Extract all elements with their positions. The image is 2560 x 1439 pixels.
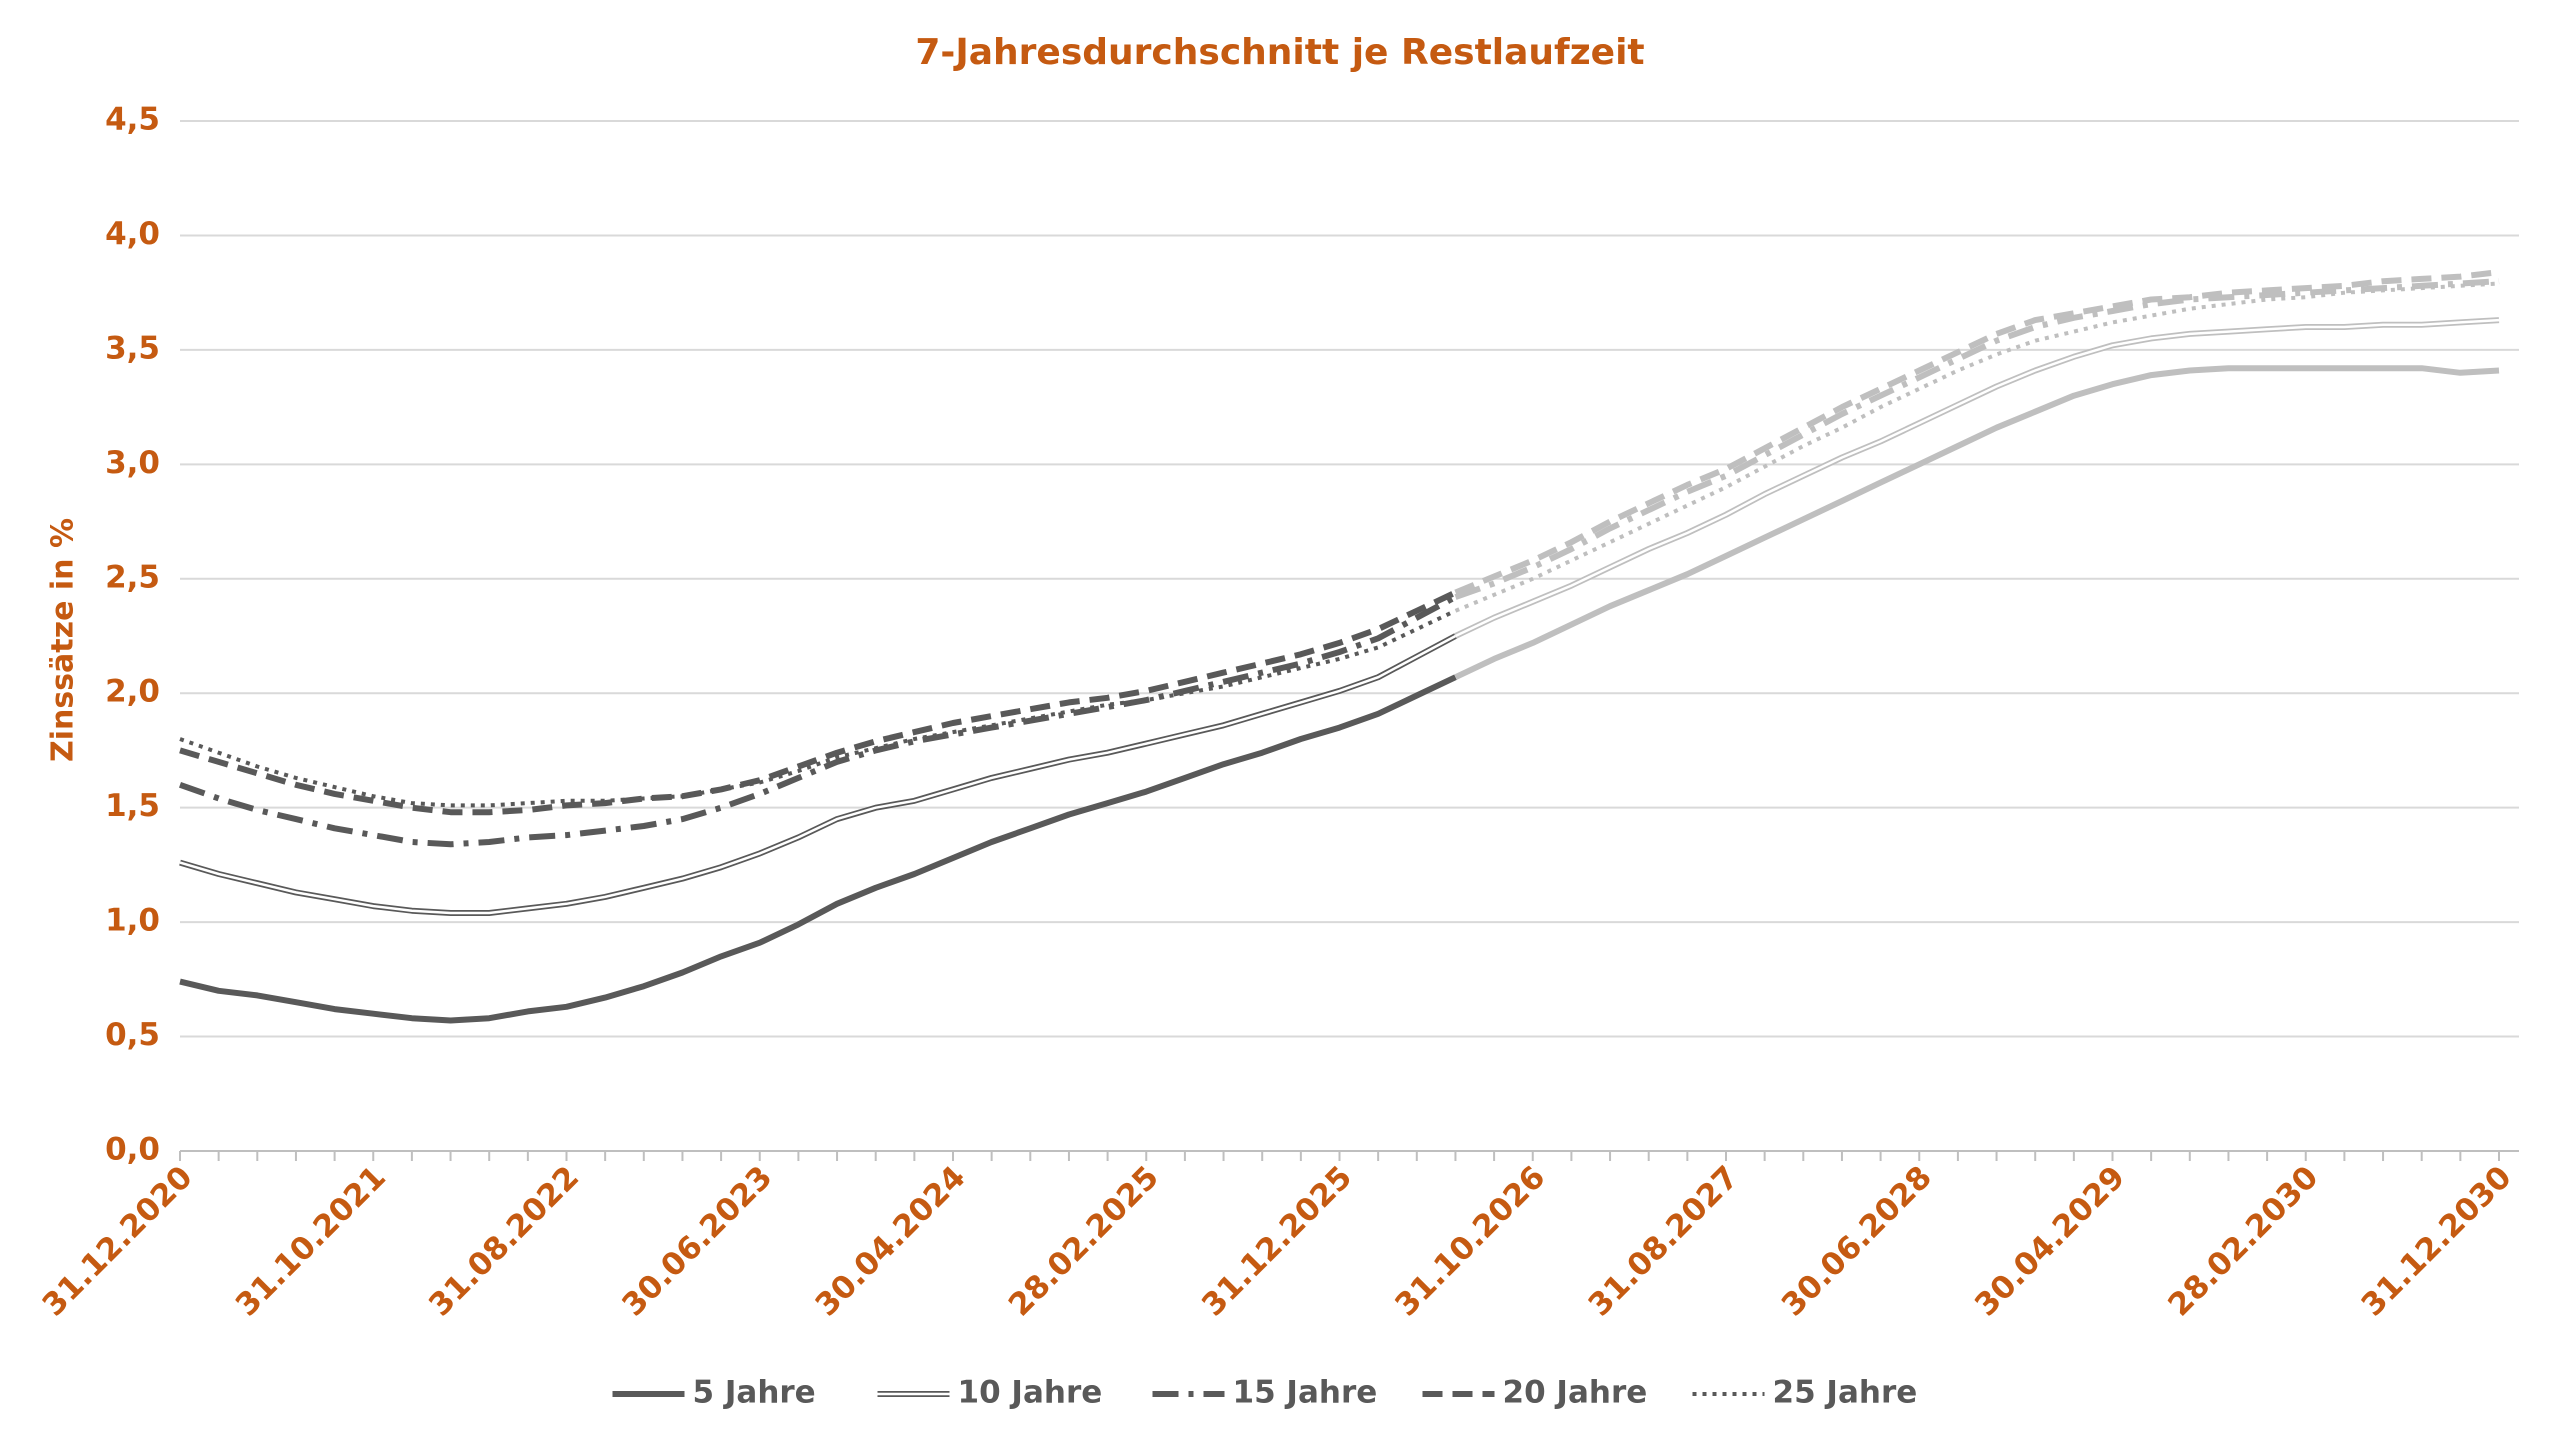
y-tick-label: 2,0 bbox=[105, 674, 160, 710]
series-line bbox=[179, 589, 1457, 816]
x-tick-label: 30.04.2029 bbox=[1968, 1159, 2132, 1323]
legend-label: 5 Jahre bbox=[693, 1375, 816, 1411]
x-tick-label: 31.12.2025 bbox=[1195, 1159, 1359, 1323]
series-line bbox=[178, 594, 1457, 848]
x-tick-label: 28.02.2025 bbox=[1002, 1159, 1166, 1323]
x-tick-label: 31.08.2027 bbox=[1582, 1159, 1746, 1323]
series-line bbox=[179, 608, 1457, 808]
y-tick-label: 3,5 bbox=[105, 330, 160, 366]
line-inner bbox=[1454, 318, 2500, 638]
x-tick-label: 31.10.2021 bbox=[229, 1159, 393, 1323]
series-line bbox=[1454, 365, 2500, 680]
x-tick-label: 31.08.2022 bbox=[422, 1159, 586, 1323]
legend-label: 20 Jahre bbox=[1503, 1375, 1648, 1411]
y-tick-label: 2,5 bbox=[105, 559, 160, 595]
x-tick-label: 28.02.2030 bbox=[2161, 1159, 2325, 1323]
y-tick-label: 0,0 bbox=[105, 1132, 160, 1168]
y-axis-label: Zinssätze in % bbox=[46, 518, 81, 762]
series-line bbox=[1454, 281, 2500, 613]
x-tick-label: 30.04.2024 bbox=[809, 1159, 973, 1323]
chart-title: 7-Jahresdurchschnitt je Restlaufzeit bbox=[915, 32, 1644, 73]
y-tick-label: 1,0 bbox=[105, 903, 160, 939]
series-line bbox=[1454, 278, 2500, 600]
line-inner bbox=[179, 634, 1457, 915]
series-line bbox=[179, 674, 1457, 1024]
x-tick-label: 31.12.2020 bbox=[36, 1159, 200, 1323]
x-tick-label: 31.12.2030 bbox=[2355, 1159, 2519, 1323]
series-line bbox=[179, 633, 1457, 916]
x-tick-label: 30.06.2028 bbox=[1775, 1159, 1939, 1323]
x-tick-label: 31.10.2026 bbox=[1388, 1159, 1552, 1323]
legend-label: 25 Jahre bbox=[1773, 1375, 1918, 1411]
y-tick-label: 1,5 bbox=[105, 788, 160, 824]
legend-label: 15 Jahre bbox=[1233, 1375, 1378, 1411]
x-tick-label: 30.06.2023 bbox=[615, 1159, 779, 1323]
y-tick-label: 4,5 bbox=[105, 102, 160, 138]
legend-label: 10 Jahre bbox=[958, 1375, 1103, 1411]
y-tick-label: 3,0 bbox=[105, 445, 160, 481]
y-tick-label: 4,0 bbox=[105, 216, 160, 252]
y-tick-label: 0,5 bbox=[105, 1017, 160, 1053]
series-line bbox=[1454, 269, 2500, 596]
